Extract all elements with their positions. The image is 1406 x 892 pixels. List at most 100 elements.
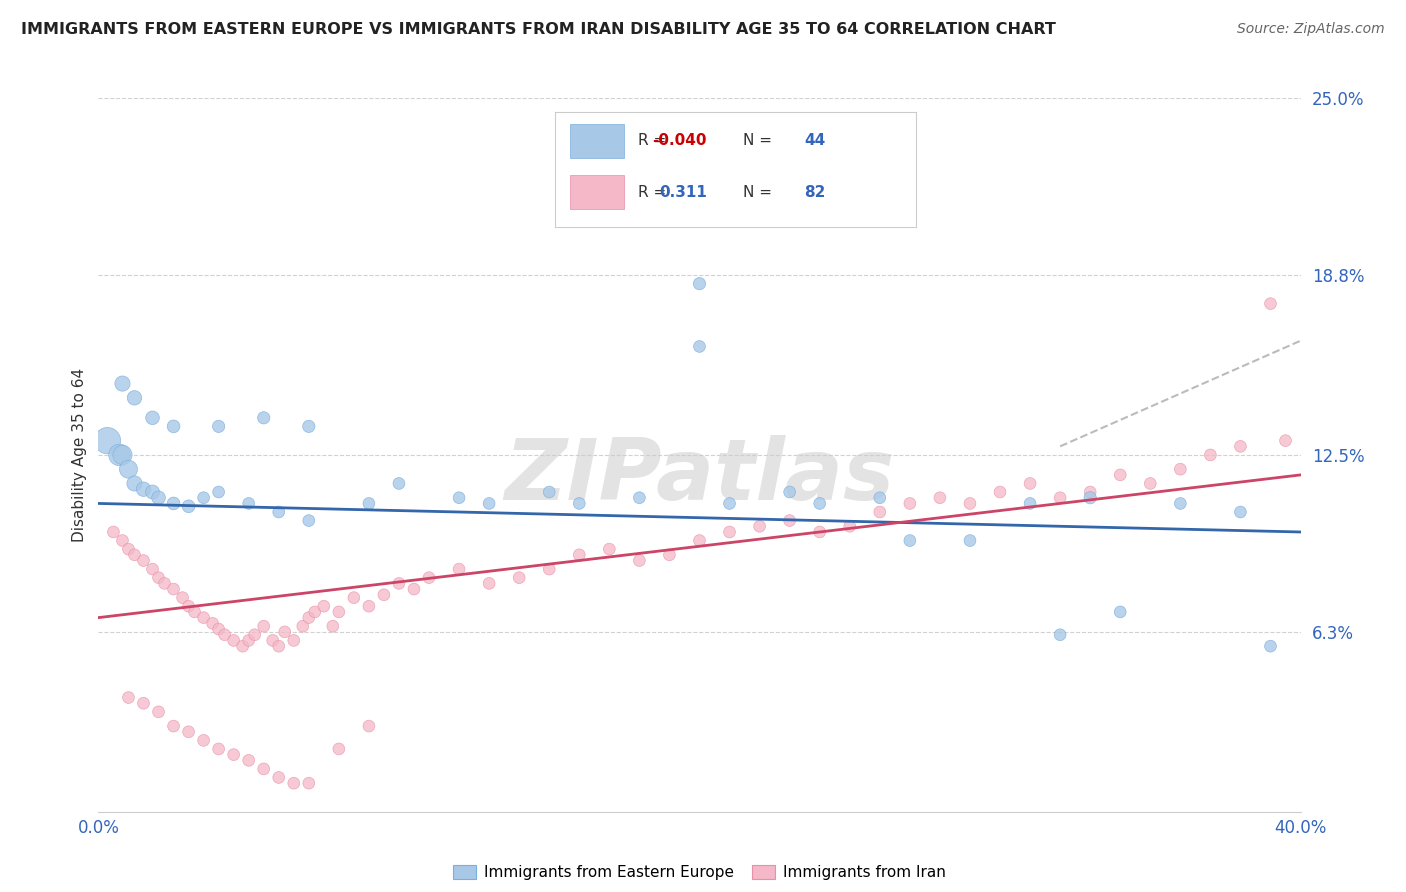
Point [162, 419, 184, 434]
Point [929, 491, 952, 505]
Text: Source: ZipAtlas.com: Source: ZipAtlas.com [1237, 22, 1385, 37]
Point [298, 419, 321, 434]
Point [177, 724, 200, 739]
Point [388, 576, 411, 591]
Point [132, 553, 155, 567]
Point [253, 619, 276, 633]
Point [238, 753, 260, 767]
Point [447, 562, 470, 576]
Point [117, 690, 139, 705]
Point [1199, 448, 1222, 462]
Point [312, 599, 335, 614]
Point [141, 562, 163, 576]
Y-axis label: Disability Age 35 to 64: Disability Age 35 to 64 [72, 368, 87, 542]
Point [328, 605, 350, 619]
Point [1274, 434, 1296, 448]
Text: IMMIGRANTS FROM EASTERN EUROPE VS IMMIGRANTS FROM IRAN DISABILITY AGE 35 TO 64 C: IMMIGRANTS FROM EASTERN EUROPE VS IMMIGR… [21, 22, 1056, 37]
Point [1109, 467, 1132, 482]
Point [214, 628, 236, 642]
Point [238, 496, 260, 510]
Point [132, 482, 155, 496]
Point [238, 633, 260, 648]
Point [111, 533, 134, 548]
Point [1078, 491, 1101, 505]
Point [568, 496, 591, 510]
Point [232, 639, 254, 653]
Point [388, 476, 411, 491]
Point [304, 605, 326, 619]
Point [689, 533, 711, 548]
Point [124, 391, 146, 405]
Point [508, 571, 530, 585]
Point [111, 448, 134, 462]
Point [328, 742, 350, 756]
Point [988, 485, 1011, 500]
Point [1170, 496, 1192, 510]
Point [478, 496, 501, 510]
Point [689, 339, 711, 353]
Point [141, 485, 163, 500]
Point [291, 619, 314, 633]
Point [538, 485, 561, 500]
Point [838, 519, 860, 533]
Point [253, 762, 276, 776]
Point [898, 533, 921, 548]
Text: ZIPatlas: ZIPatlas [505, 434, 894, 518]
Point [162, 582, 184, 596]
Point [808, 524, 831, 539]
Point [132, 696, 155, 710]
Point [177, 500, 200, 514]
Point [117, 462, 139, 476]
Point [718, 496, 741, 510]
Point [283, 633, 305, 648]
Point [322, 619, 344, 633]
Point [298, 776, 321, 790]
Point [478, 576, 501, 591]
Point [1170, 462, 1192, 476]
Point [357, 719, 380, 733]
Point [124, 476, 146, 491]
Point [183, 605, 205, 619]
Point [1229, 439, 1251, 453]
Point [538, 562, 561, 576]
Point [172, 591, 194, 605]
Point [869, 491, 891, 505]
Point [267, 771, 290, 785]
Point [1109, 605, 1132, 619]
Point [357, 496, 380, 510]
Point [274, 624, 297, 639]
Point [141, 410, 163, 425]
Point [418, 571, 440, 585]
Point [779, 485, 801, 500]
Point [1260, 639, 1282, 653]
Point [1078, 485, 1101, 500]
Point [1049, 491, 1071, 505]
Point [124, 548, 146, 562]
Point [153, 576, 176, 591]
Point [898, 496, 921, 510]
Point [568, 548, 591, 562]
Point [117, 542, 139, 557]
Point [959, 496, 981, 510]
Point [718, 524, 741, 539]
Point [598, 542, 620, 557]
Point [111, 376, 134, 391]
Point [253, 410, 276, 425]
Point [357, 599, 380, 614]
Point [959, 533, 981, 548]
Point [267, 505, 290, 519]
Point [201, 616, 224, 631]
Point [208, 485, 231, 500]
Point [208, 742, 231, 756]
Point [1019, 496, 1042, 510]
Legend: Immigrants from Eastern Europe, Immigrants from Iran: Immigrants from Eastern Europe, Immigran… [447, 859, 952, 886]
Point [869, 505, 891, 519]
Point [1139, 476, 1161, 491]
Point [689, 277, 711, 291]
Point [298, 514, 321, 528]
Point [343, 591, 366, 605]
Point [283, 776, 305, 790]
Point [193, 733, 215, 747]
Point [208, 622, 231, 636]
Point [402, 582, 425, 596]
